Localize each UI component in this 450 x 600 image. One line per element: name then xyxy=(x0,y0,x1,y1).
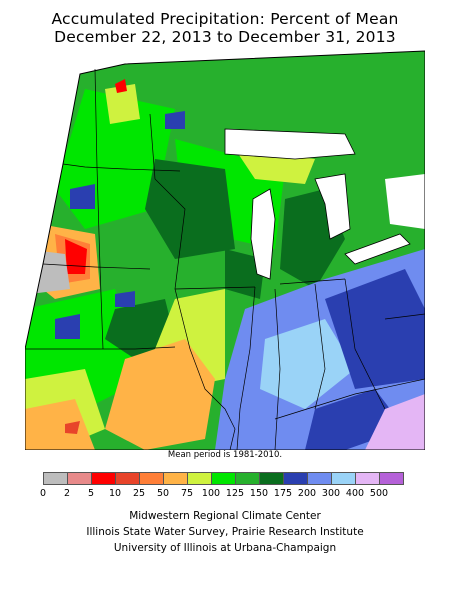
legend-swatch xyxy=(139,472,164,485)
legend-swatch xyxy=(283,472,308,485)
legend-swatch xyxy=(91,472,116,485)
field-5-north xyxy=(115,79,127,93)
canada-east-blank xyxy=(385,174,425,229)
field-175-w xyxy=(55,314,80,339)
field-0-nd xyxy=(25,249,70,294)
field-175-c xyxy=(115,291,135,307)
state-borders xyxy=(25,68,425,450)
precipitation-map xyxy=(25,50,425,450)
legend-swatch xyxy=(355,472,380,485)
field-175-n xyxy=(165,111,185,129)
legend-tick-label: 175 xyxy=(273,488,293,499)
map-boundary xyxy=(25,50,425,450)
lake-erie xyxy=(344,233,411,265)
field-50-sw xyxy=(25,399,95,450)
legend-swatch xyxy=(115,472,140,485)
legend-swatch xyxy=(43,472,68,485)
legend-swatch xyxy=(187,472,212,485)
legend-tick-label: 100 xyxy=(201,488,221,499)
precipitation-field xyxy=(25,51,425,450)
legend-tick-label: 50 xyxy=(156,488,170,499)
mean-period-note: Mean period is 1981-2010. xyxy=(167,450,283,460)
legend-tick-label: 2 xyxy=(63,488,71,499)
field-50-mo xyxy=(105,339,215,450)
legend-swatch xyxy=(259,472,284,485)
legend-swatch xyxy=(67,472,92,485)
credit-mrcc: Midwestern Regional Climate Center xyxy=(129,510,321,522)
field-75-nw xyxy=(105,84,140,124)
lake-michigan xyxy=(250,188,276,280)
field-400-se xyxy=(365,394,425,450)
legend-tick-label: 500 xyxy=(369,488,389,499)
field-175-oh xyxy=(325,269,425,389)
field-300-il xyxy=(260,319,355,409)
map-title: Accumulated Precipitation: Percent of Me… xyxy=(51,10,399,28)
credit-isws: Illinois State Water Survey, Prairie Res… xyxy=(86,526,364,538)
legend-swatch xyxy=(379,472,404,485)
lake-huron xyxy=(314,173,351,240)
map-date-range: December 22, 2013 to December 31, 2013 xyxy=(54,28,396,46)
legend-tick-label: 5 xyxy=(87,488,95,499)
field-150-mn xyxy=(145,159,235,259)
field-175-nw xyxy=(70,184,95,209)
legend-swatch xyxy=(163,472,188,485)
legend-tick-label: 0 xyxy=(39,488,47,499)
legend-tick-label: 300 xyxy=(321,488,341,499)
color-legend xyxy=(43,472,404,485)
legend-tick-label: 150 xyxy=(249,488,269,499)
legend-swatch xyxy=(235,472,260,485)
legend-swatch xyxy=(331,472,356,485)
legend-tick-label: 400 xyxy=(345,488,365,499)
lake-superior xyxy=(224,128,356,160)
legend-tick-label: 25 xyxy=(132,488,146,499)
legend-tick-label: 125 xyxy=(225,488,245,499)
legend-tick-label: 200 xyxy=(297,488,317,499)
field-10-ks xyxy=(65,421,80,434)
legend-swatch xyxy=(307,472,332,485)
legend-tick-label: 10 xyxy=(108,488,122,499)
credit-uiuc: University of Illinois at Urbana-Champai… xyxy=(113,542,337,554)
legend-tick-label: 75 xyxy=(180,488,194,499)
legend-swatch xyxy=(211,472,236,485)
